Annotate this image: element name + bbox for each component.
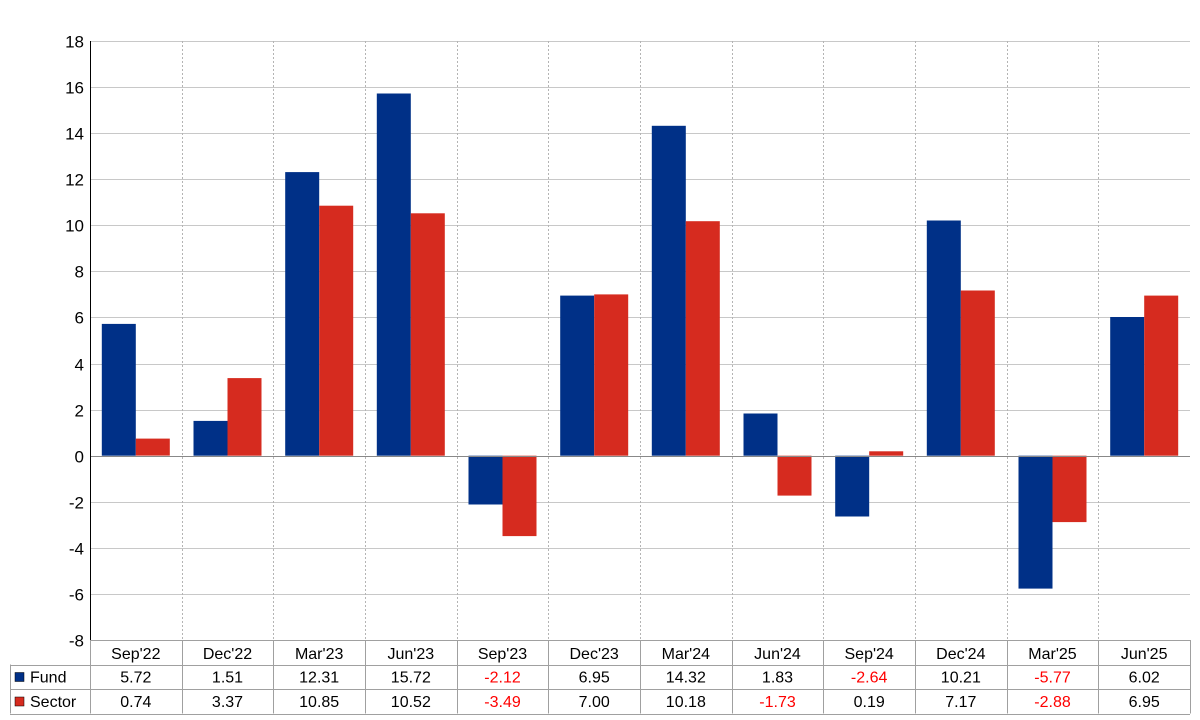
bar-fund-9	[926, 220, 961, 456]
x-tick-label: Mar'24	[662, 646, 711, 663]
y-tick-label: 18	[65, 33, 84, 52]
y-tick-label: 8	[75, 263, 84, 282]
x-tick-label: Dec'23	[570, 646, 619, 663]
bar-fund-11	[1110, 317, 1145, 456]
bar-fund-10	[1018, 455, 1053, 589]
bar-sector-5	[594, 294, 629, 456]
x-tick-label: Jun'24	[754, 646, 801, 663]
table-cell-sector-11: 6.95	[1129, 694, 1160, 711]
y-tick-label: 4	[75, 356, 84, 375]
bar-fund-0	[101, 323, 136, 456]
table-cell-sector-3: 10.52	[391, 694, 431, 711]
y-tick-label: -6	[69, 586, 84, 605]
table-cell-fund-4: -2.12	[484, 670, 521, 687]
table-cell-fund-9: 10.21	[941, 670, 981, 687]
data-table: Sep'22 Dec'22 Mar'23 Jun'23 Sep'23 Dec'23 Mar'…	[10, 640, 1191, 715]
table-cell-fund-0: 5.72	[120, 670, 151, 687]
x-tick-label: Dec'24	[936, 646, 985, 663]
y-axis: 18 16 14 12 10 8 6 4 2 0 -2 -4 -6 -8	[65, 33, 1190, 651]
legend-swatch-sector	[14, 696, 25, 707]
x-tick-label: Jun'25	[1121, 646, 1168, 663]
bar-sector-6	[685, 221, 720, 456]
table-cell-fund-8: -2.64	[851, 670, 888, 687]
x-tick-label: Sep'22	[111, 646, 160, 663]
table-cell-sector-10: -2.88	[1034, 694, 1071, 711]
bar-fund-6	[651, 125, 686, 456]
bar-sector-3	[410, 213, 445, 456]
table-cell-fund-6: 14.32	[666, 670, 706, 687]
bar-fund-1	[193, 420, 228, 456]
bar-sector-4	[502, 455, 537, 537]
table-cell-sector-7: -1.73	[759, 694, 796, 711]
x-tick-label: Mar'25	[1028, 646, 1077, 663]
x-tick-label: Dec'22	[203, 646, 252, 663]
y-tick-label: 6	[75, 309, 84, 328]
y-tick-label: -8	[69, 632, 84, 651]
bar-sector-11	[1144, 295, 1179, 456]
bar-sector-8	[869, 451, 904, 456]
x-tick-label: Sep'24	[845, 646, 894, 663]
x-tick-label: Sep'23	[478, 646, 527, 663]
table-cell-fund-2: 12.31	[299, 670, 339, 687]
table-cell-sector-5: 7.00	[579, 694, 610, 711]
table-cell-sector-9: 7.17	[945, 694, 976, 711]
legend-label-fund: Fund	[30, 670, 66, 687]
bar-sector-10	[1052, 455, 1087, 523]
legend-swatch-fund	[14, 672, 25, 682]
bars	[101, 93, 1179, 589]
table-cell-fund-1: 1.51	[212, 670, 243, 687]
bar-sector-7	[777, 455, 812, 496]
y-tick-label: 10	[65, 217, 84, 236]
y-tick-label: 12	[65, 171, 84, 190]
y-tick-label: 0	[75, 448, 84, 467]
table-cell-fund-7: 1.83	[762, 670, 793, 687]
bar-fund-8	[835, 455, 870, 517]
table-cell-sector-4: -3.49	[484, 694, 521, 711]
x-tick-label: Jun'23	[388, 646, 435, 663]
bar-fund-5	[560, 295, 595, 456]
table-cell-fund-10: -5.77	[1034, 670, 1071, 687]
bar-sector-0	[135, 438, 170, 456]
table-cell-sector-8: 0.19	[854, 694, 885, 711]
y-tick-label: -4	[69, 540, 84, 559]
x-tick-label: Mar'23	[295, 646, 344, 663]
legend-label-sector: Sector	[30, 694, 77, 711]
table-cell-fund-3: 15.72	[391, 670, 431, 687]
table-cell-fund-11: 6.02	[1129, 670, 1160, 687]
bar-fund-7	[743, 413, 778, 456]
bar-sector-9	[960, 290, 995, 456]
y-tick-label: 2	[75, 402, 84, 421]
bar-fund-3	[376, 93, 411, 456]
bar-sector-2	[319, 205, 354, 456]
table-cell-sector-6: 10.18	[666, 694, 706, 711]
bar-fund-4	[468, 455, 503, 505]
y-tick-label: -2	[69, 494, 84, 513]
bar-fund-2	[285, 172, 320, 456]
bar-sector-1	[227, 378, 262, 456]
table-cell-fund-5: 6.95	[579, 670, 610, 687]
y-tick-label: 14	[65, 125, 84, 144]
table-cell-sector-2: 10.85	[299, 694, 339, 711]
table-cell-sector-0: 0.74	[120, 694, 151, 711]
table-cell-sector-1: 3.37	[212, 694, 243, 711]
y-tick-label: 16	[65, 79, 84, 98]
